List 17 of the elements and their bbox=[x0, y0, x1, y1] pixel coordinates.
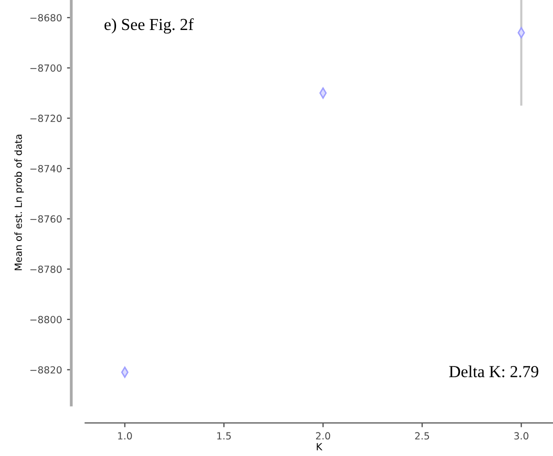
x-tick-label: 3.0 bbox=[514, 432, 528, 440]
y-tick-label: −8680 bbox=[30, 14, 62, 22]
y-tick-label: −8740 bbox=[30, 164, 62, 172]
x-tick-label: 1.0 bbox=[118, 432, 132, 440]
annotation: Delta K: 2.79 bbox=[449, 366, 538, 378]
y-tick-label: −8820 bbox=[30, 366, 62, 374]
y-tick-label: −8720 bbox=[30, 114, 62, 122]
x-tick-label: 1.5 bbox=[217, 432, 231, 440]
y-tick-label: −8700 bbox=[30, 64, 62, 72]
y-axis-title: Mean of est. Ln prob of data bbox=[14, 134, 24, 270]
x-tick-label: 2.5 bbox=[415, 432, 430, 440]
y-tick-label: −8760 bbox=[30, 215, 62, 223]
y-tick-label: −8780 bbox=[30, 266, 62, 273]
x-tick-label: 2.0 bbox=[316, 432, 330, 440]
x-axis-title: K bbox=[316, 443, 322, 450]
y-tick-label: −8800 bbox=[30, 316, 62, 324]
annotation: e) See Fig. 2f bbox=[104, 18, 194, 34]
